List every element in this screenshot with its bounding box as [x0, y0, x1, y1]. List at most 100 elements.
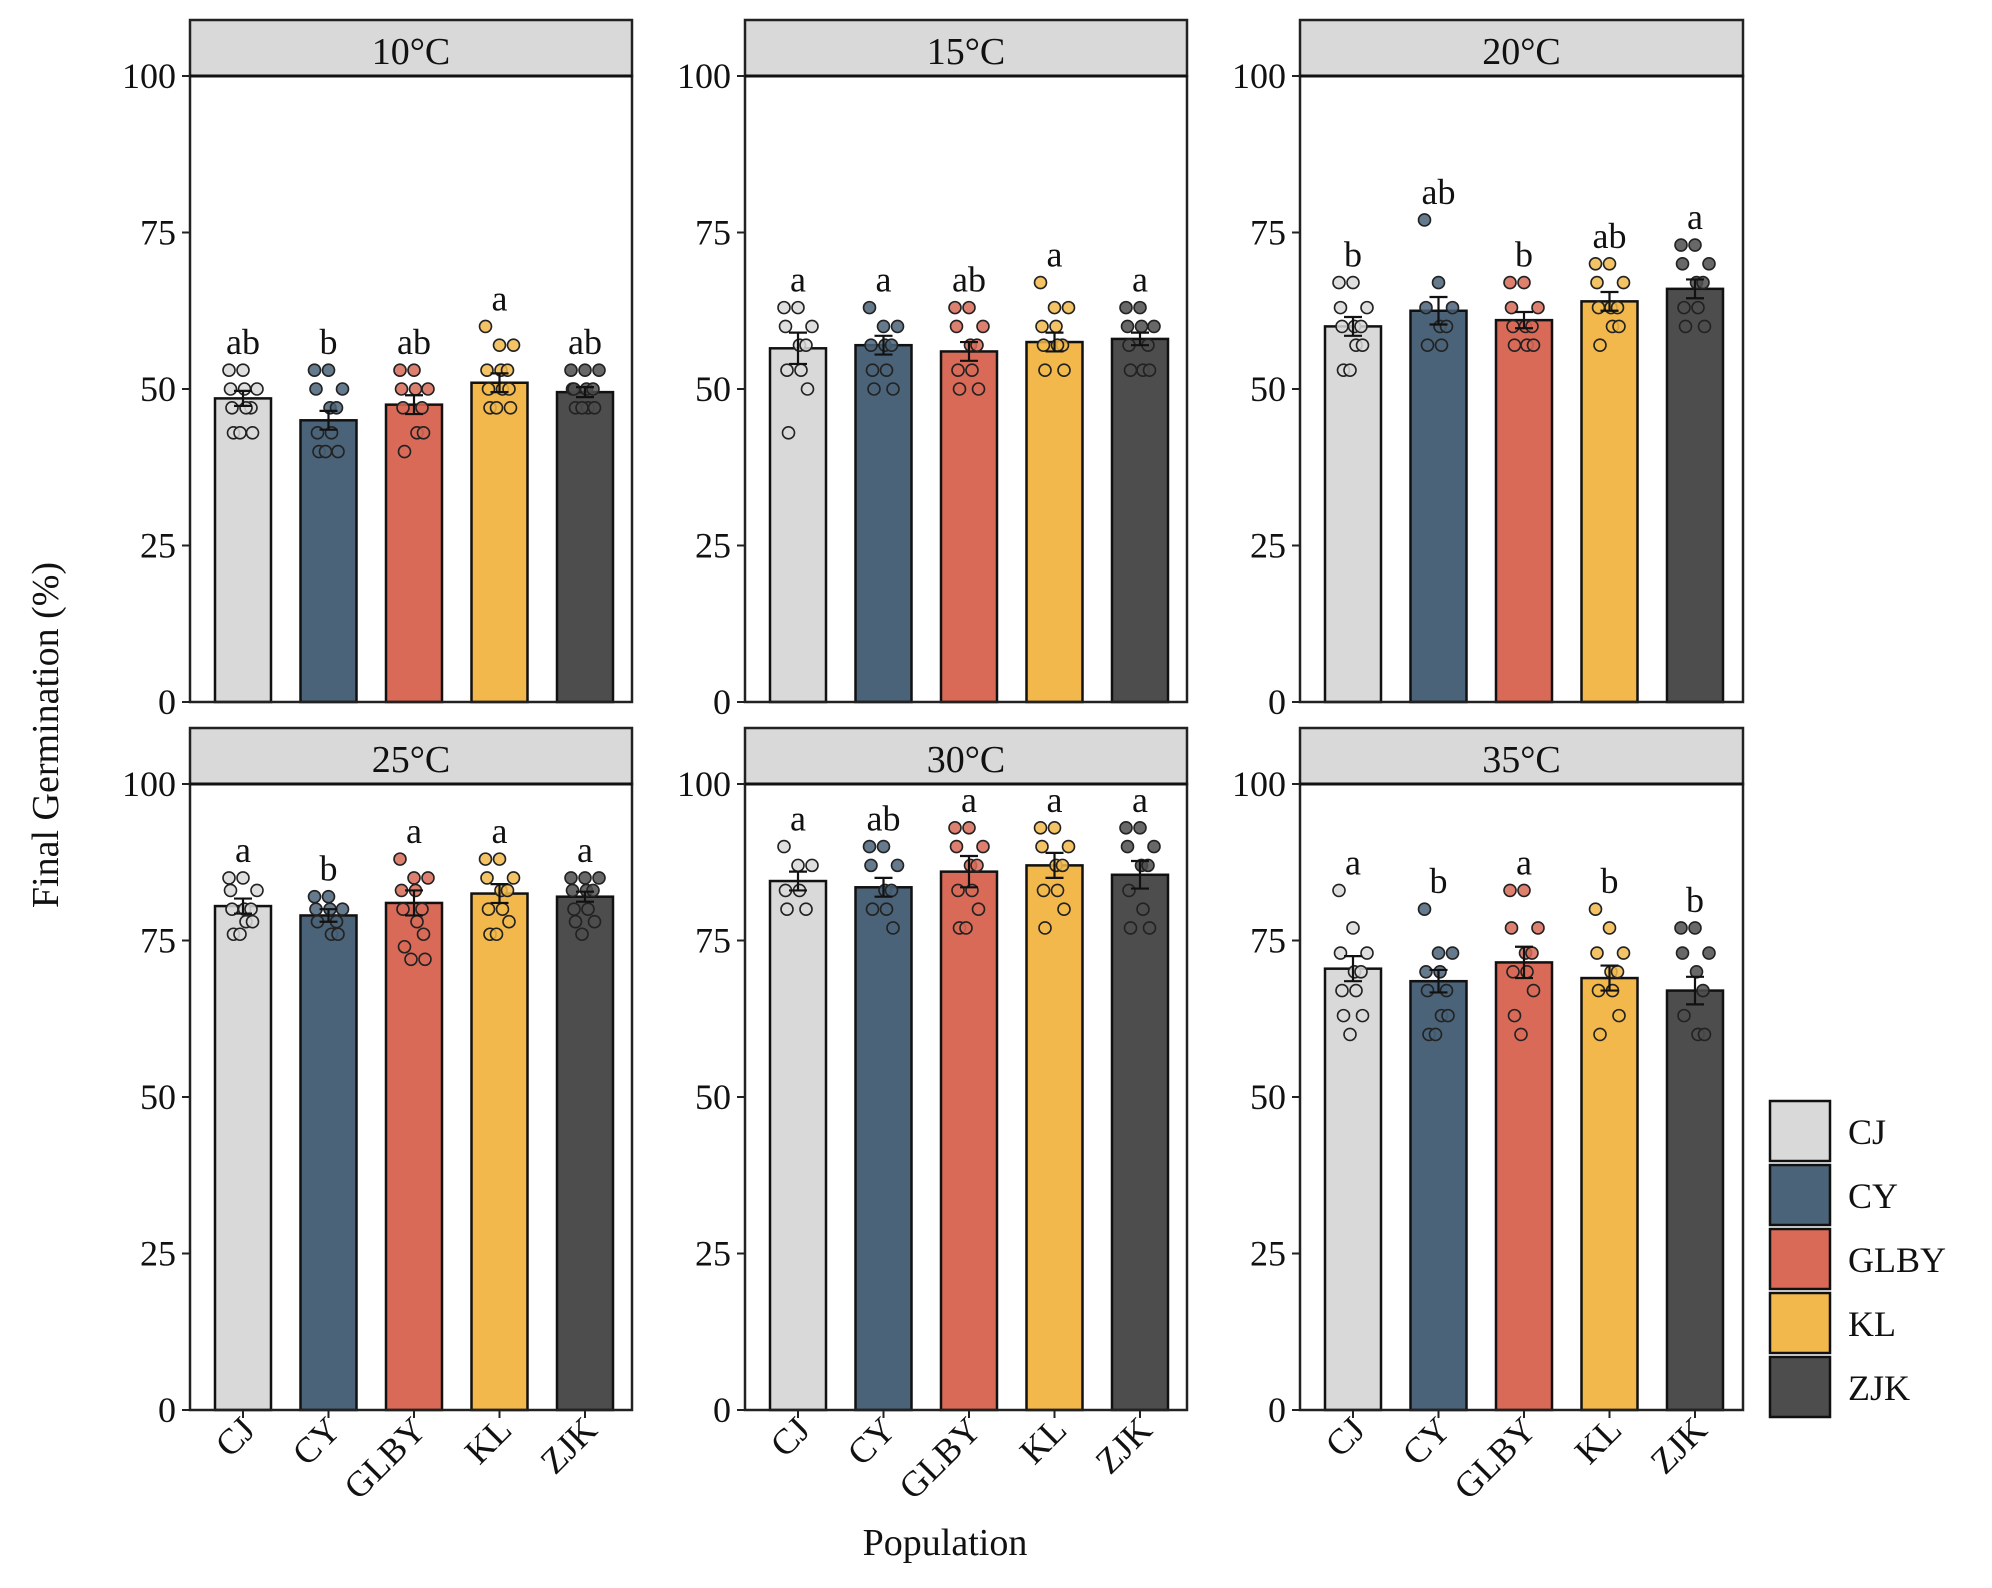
significance-letter: ab	[568, 322, 602, 362]
error-bar	[1686, 278, 1704, 300]
x-tick-label: CY	[1395, 1409, 1459, 1473]
data-point	[393, 363, 407, 378]
significance-letter: ab	[1593, 216, 1627, 256]
data-point	[1035, 839, 1049, 854]
data-point	[1503, 883, 1517, 898]
x-tick-label: ZJK	[1088, 1409, 1160, 1481]
data-point	[777, 839, 791, 854]
data-point	[864, 338, 878, 352]
data-point	[567, 902, 581, 917]
significance-letter: a	[492, 811, 508, 851]
data-point	[962, 300, 976, 315]
data-point	[1119, 821, 1133, 835]
data-point	[586, 382, 600, 396]
bar-cj	[768, 879, 828, 1412]
data-point	[592, 363, 606, 378]
data-point	[1504, 921, 1519, 935]
data-point	[321, 363, 336, 378]
y-tick-label: 75	[1250, 921, 1286, 961]
data-point	[489, 400, 504, 415]
data-point	[397, 444, 412, 459]
error-bar	[1429, 295, 1448, 326]
x-tick-label: CY	[840, 1409, 904, 1473]
panel-strip	[188, 18, 634, 78]
data-point	[586, 883, 600, 898]
error-bar	[789, 870, 807, 892]
data-point	[1119, 300, 1133, 315]
data-point	[962, 821, 976, 835]
data-point	[1141, 858, 1155, 873]
y-tick-label: 25	[1250, 526, 1286, 566]
data-point	[1147, 839, 1161, 854]
y-tick-label: 50	[140, 1077, 176, 1117]
error-bar	[1344, 955, 1362, 983]
y-tick-label: 100	[677, 56, 731, 96]
data-point	[565, 883, 580, 898]
y-tick-label: 75	[140, 921, 176, 961]
data-point	[331, 927, 345, 942]
data-point	[800, 382, 815, 396]
data-point	[1428, 1027, 1443, 1042]
data-point	[575, 927, 589, 942]
data-point	[965, 363, 979, 378]
data-point	[1674, 238, 1688, 252]
y-tick-label: 100	[1232, 764, 1286, 804]
data-point	[1335, 983, 1349, 998]
data-point	[1526, 983, 1541, 998]
significance-letter: a	[492, 278, 508, 318]
data-point	[1520, 964, 1534, 979]
data-point	[568, 914, 583, 929]
data-point	[1035, 319, 1049, 334]
data-point	[1526, 338, 1541, 352]
data-point	[1420, 338, 1435, 352]
significance-letter: a	[577, 830, 593, 870]
significance-letter: a	[1132, 260, 1148, 300]
bar-cj	[213, 904, 273, 1412]
data-point	[1038, 921, 1052, 935]
data-point	[1616, 946, 1631, 960]
data-point	[335, 902, 350, 917]
data-point	[421, 871, 435, 885]
significance-letter: a	[1687, 197, 1703, 237]
y-tick-label: 100	[1232, 56, 1286, 96]
data-point	[1136, 902, 1150, 917]
data-point	[1525, 319, 1539, 334]
data-point	[1343, 1027, 1357, 1042]
x-tick-label: KL	[457, 1409, 519, 1471]
y-tick-label: 100	[122, 56, 176, 96]
significance-letter: a	[1345, 842, 1361, 882]
data-point	[1593, 1027, 1607, 1042]
legend-label: KL	[1848, 1304, 1896, 1344]
error-bar	[1131, 331, 1149, 347]
data-point	[949, 839, 964, 854]
bar-kl	[1025, 864, 1084, 1412]
data-point	[1355, 338, 1370, 352]
y-tick-label: 50	[140, 369, 176, 409]
data-point	[233, 927, 247, 942]
data-point	[564, 363, 578, 378]
data-point	[780, 363, 794, 378]
error-bar	[1131, 859, 1149, 890]
bar-cy	[299, 419, 358, 704]
data-point	[1049, 319, 1063, 334]
error-bar	[1600, 964, 1619, 992]
data-point	[1123, 363, 1138, 378]
data-point	[1691, 300, 1705, 315]
data-point	[876, 839, 891, 854]
y-tick-label: 25	[695, 1234, 731, 1274]
legend: CJ CY GLBY KL ZJK	[1768, 1099, 1946, 1419]
data-point	[1335, 319, 1349, 334]
data-point	[1602, 921, 1617, 935]
significance-letter: b	[320, 849, 338, 889]
y-tick-label: 0	[1268, 1390, 1286, 1430]
data-point	[777, 300, 791, 315]
data-point	[410, 914, 424, 929]
bar-glby	[1494, 318, 1554, 704]
significance-letter: a	[961, 780, 977, 820]
data-point	[799, 902, 813, 917]
data-point	[1696, 983, 1710, 998]
data-point	[1588, 902, 1603, 917]
bar-cy	[1409, 979, 1468, 1412]
data-point	[1678, 319, 1693, 334]
